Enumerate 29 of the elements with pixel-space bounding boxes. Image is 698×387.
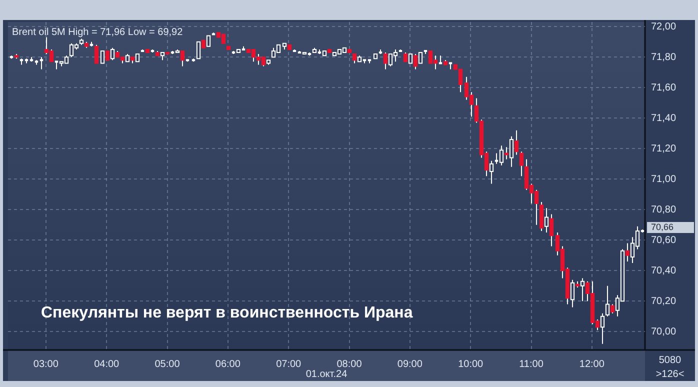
y-tick-label: 70,80	[651, 204, 676, 216]
candlestick	[448, 62, 452, 70]
y-tick-label: 71,40	[651, 112, 676, 124]
y-tick-label: 70,40	[651, 265, 676, 276]
y-tick-label: 71,60	[651, 82, 676, 94]
x-tick-label: 09:00	[397, 358, 423, 370]
y-tick-label: 70,20	[651, 296, 676, 307]
x-tick-label: 10:00	[458, 358, 484, 370]
y-tick-label: 71,00	[651, 174, 676, 185]
x-tick-label: 03:00	[33, 358, 59, 370]
y-tick-label: 72,00	[651, 21, 676, 32]
text: Brent oil 5M High = 71,96 Low = 69,92	[12, 26, 184, 38]
text: 5080	[658, 354, 682, 366]
x-tick-label: 07:00	[276, 358, 302, 370]
annotation: Спекулянты не верят в воинственность Ирана	[41, 304, 413, 322]
x-tick-label: 05:00	[154, 358, 180, 370]
x-axis-title: 01.окт.24	[306, 368, 348, 380]
y-tick-label: 70,00	[651, 326, 676, 338]
text: >126<	[656, 368, 684, 380]
y-tick-label: 71,20	[651, 143, 676, 154]
y-tick-label: 70,60	[651, 234, 676, 246]
x-tick-label: 12:00	[579, 358, 605, 370]
x-tick-label: 04:00	[94, 358, 120, 370]
candlestick	[40, 56, 44, 70]
x-tick-label: 11:00	[519, 358, 544, 370]
price-tag: 70,66	[647, 222, 694, 233]
x-tick-label: 06:00	[215, 358, 241, 370]
y-tick-label: 71,80	[651, 52, 676, 63]
x-tick-label: 08:00	[336, 358, 362, 370]
